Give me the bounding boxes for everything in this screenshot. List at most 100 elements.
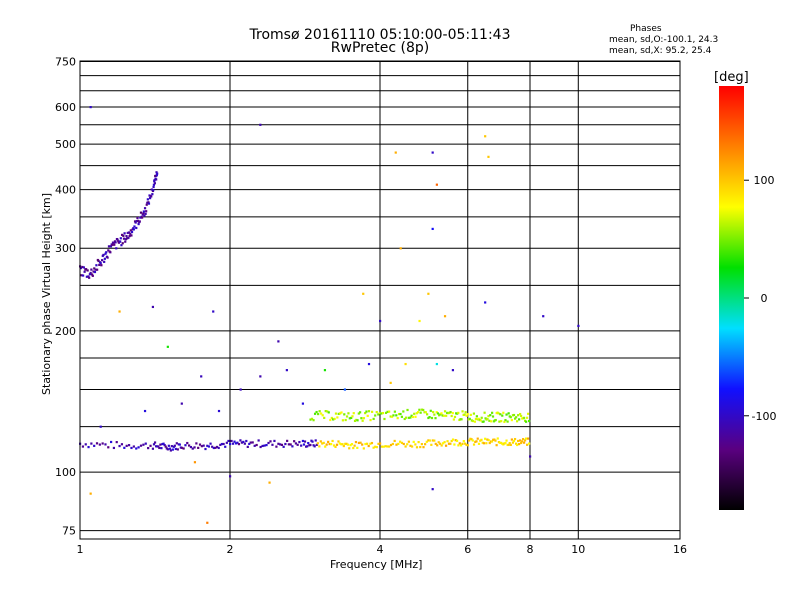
data-point (458, 418, 461, 422)
data-point (180, 402, 183, 405)
data-point (388, 445, 391, 448)
data-point (482, 442, 486, 445)
data-point (280, 443, 283, 446)
data-point (405, 416, 408, 419)
data-point (158, 446, 161, 450)
data-point (492, 438, 495, 441)
data-point (424, 411, 427, 414)
data-point (175, 442, 178, 445)
data-point (442, 414, 445, 417)
data-point (505, 413, 508, 416)
data-point (384, 445, 387, 448)
data-point (377, 442, 380, 445)
data-point (88, 276, 91, 279)
phases-title: Phases (630, 24, 662, 34)
data-point (396, 417, 399, 420)
data-point (359, 441, 362, 444)
data-point (451, 438, 455, 441)
data-point (418, 319, 421, 323)
data-point (413, 412, 416, 415)
data-point (474, 440, 477, 443)
data-point (394, 151, 397, 154)
data-point (345, 415, 349, 418)
data-point (107, 446, 110, 449)
x-tick-label: 6 (464, 543, 471, 556)
data-point (81, 445, 85, 448)
data-point (481, 441, 484, 444)
data-point (366, 414, 369, 417)
data-point (320, 412, 323, 415)
data-point (153, 179, 156, 182)
data-point (469, 413, 472, 416)
data-point (334, 445, 337, 449)
data-point (395, 414, 398, 417)
x-tick-label: 4 (377, 543, 384, 556)
data-point (504, 441, 507, 445)
data-point (424, 443, 427, 446)
data-point (169, 449, 172, 452)
data-point (142, 212, 145, 215)
data-point (490, 420, 493, 423)
data-point (328, 442, 331, 446)
data-point (518, 418, 521, 421)
data-point (245, 439, 248, 443)
data-point (162, 442, 165, 445)
data-point (356, 419, 359, 422)
data-point (517, 439, 520, 443)
data-point (356, 446, 359, 449)
data-point (441, 414, 444, 417)
data-point (214, 446, 217, 449)
data-point (353, 419, 357, 422)
data-point (323, 416, 326, 420)
data-point (324, 410, 327, 413)
data-point (389, 415, 392, 418)
data-point (157, 445, 160, 448)
data-point (136, 216, 139, 220)
data-point (494, 418, 497, 422)
data-point (127, 236, 130, 239)
x-axis-ticks: 1 2 4 6 8 10 16 (77, 543, 688, 556)
data-point (89, 271, 92, 275)
data-point (191, 447, 194, 450)
data-point (403, 417, 406, 421)
data-point (133, 225, 136, 228)
data-point (100, 264, 103, 267)
data-point (512, 413, 516, 417)
data-point (344, 442, 347, 445)
data-point (378, 411, 381, 415)
data-point (353, 444, 356, 447)
data-point (107, 249, 110, 252)
x-axis-label: Frequency [MHz] (330, 558, 423, 571)
data-point (430, 416, 434, 420)
data-point (168, 447, 171, 450)
y-tick-label: 400 (55, 184, 76, 197)
data-point (153, 441, 157, 444)
x-tick-label: 2 (227, 543, 234, 556)
data-point (436, 412, 440, 415)
data-point (470, 438, 473, 441)
data-point (155, 178, 158, 181)
data-point (173, 444, 176, 447)
data-point (450, 439, 453, 443)
data-point (306, 445, 309, 448)
data-point (360, 417, 363, 420)
data-point (484, 437, 487, 440)
data-point (137, 222, 140, 226)
data-point (465, 443, 468, 446)
data-point (395, 443, 398, 446)
data-point (348, 447, 351, 450)
data-point (451, 369, 455, 372)
data-point (382, 445, 385, 448)
data-point (345, 442, 348, 445)
data-point (426, 413, 429, 416)
data-point (350, 443, 354, 446)
data-point (231, 442, 235, 445)
data-point (461, 410, 464, 413)
data-point (406, 408, 409, 412)
data-point (377, 413, 380, 416)
data-point (309, 443, 312, 447)
data-point (126, 237, 129, 240)
data-point (101, 442, 104, 445)
data-point (508, 442, 511, 445)
data-point (357, 441, 361, 445)
